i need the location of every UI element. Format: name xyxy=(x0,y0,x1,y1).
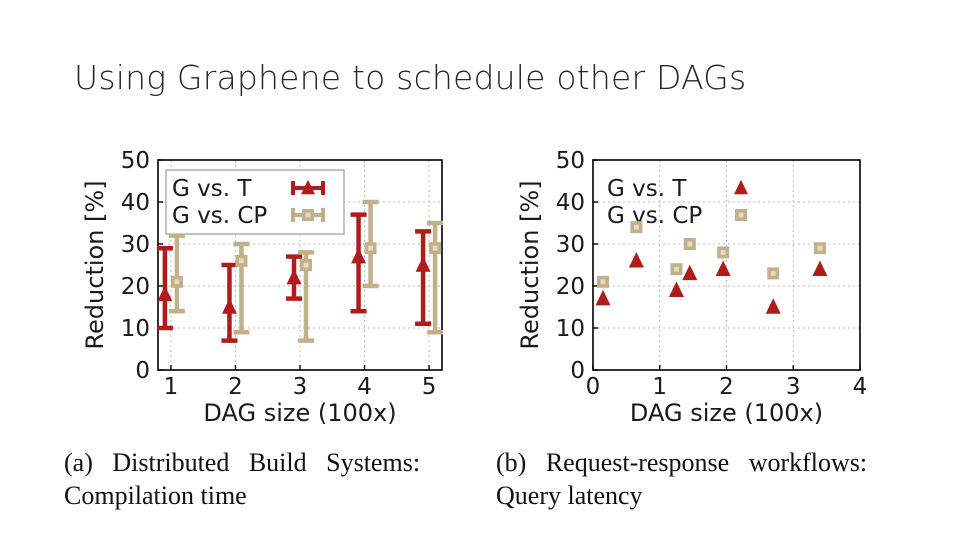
chart-a-distributed-build: 0 10 20 30 40 50 1 2 3 4 5 DAG size (100x) Reduction… xyxy=(81,148,444,427)
triangle-point xyxy=(812,260,828,276)
y-tick-label: 20 xyxy=(556,274,585,300)
legend: G vs. TG vs. CP xyxy=(165,169,345,235)
triangle-point xyxy=(221,298,237,314)
x-tick-label: 0 xyxy=(586,374,601,400)
legend-triangle-marker xyxy=(734,179,748,195)
x-tick-label: 4 xyxy=(357,374,372,400)
legend-label: G vs. T xyxy=(172,176,252,202)
square-point-center xyxy=(720,250,726,255)
series-g-vs-t xyxy=(156,212,432,343)
triangle-point xyxy=(415,256,431,272)
legend-square-marker-center xyxy=(738,212,744,218)
y-tick-label: 30 xyxy=(556,232,585,258)
x-tick-label: 2 xyxy=(719,374,734,400)
chart-b-request-response: 0 10 20 30 40 50 0 1 2 3 4 DAG size (100x) Reduction… xyxy=(516,148,868,427)
y-tick-label: 30 xyxy=(121,232,150,258)
legend-box xyxy=(165,169,345,235)
y-tick-label: 0 xyxy=(135,358,150,384)
y-axis-label: Reduction [%] xyxy=(81,180,109,349)
caption-b-line1: (b) Request-response workflows: xyxy=(496,448,868,477)
triangle-point xyxy=(668,281,684,297)
y-tick-label: 20 xyxy=(121,274,150,300)
series-g-vs-t xyxy=(595,252,828,314)
triangle-point xyxy=(715,260,731,276)
triangle-point xyxy=(628,252,644,268)
y-tick-label: 40 xyxy=(121,190,150,216)
triangle-point xyxy=(765,298,781,314)
square-point-center xyxy=(368,245,373,251)
x-tick-label: 4 xyxy=(853,374,868,400)
series-g-vs-cp xyxy=(168,199,444,343)
triangle-point xyxy=(682,264,698,281)
square-point-center xyxy=(303,262,309,268)
x-axis-label: DAG size (100x) xyxy=(203,399,396,427)
square-point-center xyxy=(174,279,180,285)
x-tick-label: 1 xyxy=(164,374,179,400)
square-point-center xyxy=(687,241,693,247)
square-point-center xyxy=(770,271,776,276)
square-point-center xyxy=(600,279,606,285)
series-g-vs-cp xyxy=(597,221,826,288)
caption-a-line1: (a) Distributed Build Systems: xyxy=(64,448,421,477)
triangle-point xyxy=(286,268,302,285)
square-point-center xyxy=(817,245,823,251)
x-tick-label: 1 xyxy=(652,374,667,400)
triangle-point xyxy=(157,285,173,302)
legend-label: G vs. CP xyxy=(607,203,702,229)
y-tick-label: 50 xyxy=(121,148,150,174)
y-tick-label: 10 xyxy=(121,316,150,342)
legend-label: G vs. CP xyxy=(172,203,267,229)
legend: G vs. TG vs. CP xyxy=(607,176,748,229)
caption-b-line2: Query latency xyxy=(496,481,643,510)
caption-a: (a) Distributed Build Systems: Compilati… xyxy=(64,446,420,512)
square-point-center xyxy=(633,224,639,230)
square-point-center xyxy=(674,266,679,272)
x-tick-label: 3 xyxy=(786,374,801,400)
legend-square-marker-center xyxy=(305,212,311,218)
legend-triangle-marker xyxy=(301,179,315,195)
square-point-center xyxy=(239,258,244,264)
square-point-center xyxy=(432,245,438,251)
triangle-point xyxy=(595,289,611,306)
x-tick-label: 5 xyxy=(422,374,437,400)
y-tick-label: 0 xyxy=(570,358,585,384)
caption-b: (b) Request-response workflows: Query la… xyxy=(496,446,867,512)
x-tick-label: 2 xyxy=(228,374,243,400)
caption-a-line2: Compilation time xyxy=(64,481,247,510)
y-axis-label: Reduction [%] xyxy=(516,180,544,349)
slide-title: Using Graphene to schedule other DAGs xyxy=(74,58,747,97)
y-tick-label: 10 xyxy=(556,316,585,342)
y-tick-label: 40 xyxy=(556,190,585,216)
legend-label: G vs. T xyxy=(607,176,687,202)
y-tick-label: 50 xyxy=(556,148,585,174)
triangle-point xyxy=(351,247,367,264)
x-axis-label: DAG size (100x) xyxy=(630,399,823,427)
x-tick-label: 3 xyxy=(293,374,308,400)
